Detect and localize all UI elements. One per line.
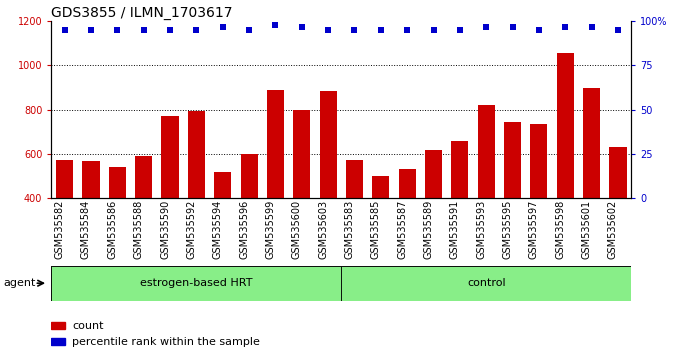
Text: GSM535599: GSM535599 <box>265 200 275 259</box>
Bar <box>161 116 178 287</box>
Text: GSM535595: GSM535595 <box>503 200 512 259</box>
Text: agent: agent <box>3 278 36 288</box>
Text: GSM535592: GSM535592 <box>187 200 196 259</box>
Point <box>322 27 333 33</box>
Text: GSM535601: GSM535601 <box>582 200 591 259</box>
Text: estrogen-based HRT: estrogen-based HRT <box>140 278 252 288</box>
Point <box>507 24 518 29</box>
Text: GSM535583: GSM535583 <box>344 200 355 259</box>
Text: GDS3855 / ILMN_1703617: GDS3855 / ILMN_1703617 <box>51 6 233 20</box>
Point <box>349 27 360 33</box>
Point <box>244 27 255 33</box>
Text: GSM535588: GSM535588 <box>134 200 143 259</box>
Bar <box>504 122 521 287</box>
Point <box>481 24 492 29</box>
Text: GSM535585: GSM535585 <box>371 200 381 259</box>
Bar <box>477 105 495 287</box>
Text: GSM535590: GSM535590 <box>160 200 170 259</box>
Bar <box>51 338 65 345</box>
Point <box>402 27 413 33</box>
Text: GSM535591: GSM535591 <box>450 200 460 259</box>
Bar <box>267 90 284 287</box>
Bar <box>214 172 231 287</box>
Bar <box>556 53 573 287</box>
Text: GSM535584: GSM535584 <box>81 200 91 259</box>
Text: GSM535597: GSM535597 <box>529 200 539 259</box>
Point <box>534 27 545 33</box>
Bar <box>399 170 416 287</box>
Bar <box>609 147 626 287</box>
Bar <box>320 91 337 287</box>
Text: GSM535596: GSM535596 <box>239 200 249 259</box>
Bar <box>51 266 341 301</box>
Bar <box>372 176 390 287</box>
Bar <box>135 156 152 287</box>
Text: control: control <box>467 278 506 288</box>
Text: GSM535603: GSM535603 <box>318 200 328 259</box>
Text: GSM535589: GSM535589 <box>423 200 434 259</box>
Point <box>165 27 176 33</box>
Point <box>296 24 307 29</box>
Bar <box>188 111 205 287</box>
Point <box>138 27 149 33</box>
Bar <box>583 88 600 287</box>
Text: GSM535587: GSM535587 <box>397 200 407 259</box>
Text: GSM535598: GSM535598 <box>555 200 565 259</box>
Point <box>191 27 202 33</box>
Bar <box>530 124 547 287</box>
Point <box>560 24 571 29</box>
Text: GSM535602: GSM535602 <box>608 200 618 259</box>
Bar <box>346 160 363 287</box>
Point <box>586 24 597 29</box>
Bar <box>82 161 99 287</box>
Bar <box>451 141 469 287</box>
Point <box>270 22 281 28</box>
Point <box>428 27 439 33</box>
Bar <box>241 154 258 287</box>
Text: count: count <box>72 321 104 331</box>
Point <box>86 27 97 33</box>
Bar <box>109 167 126 287</box>
Bar <box>51 322 65 329</box>
Bar <box>56 160 73 287</box>
Bar <box>425 149 442 287</box>
Text: GSM535593: GSM535593 <box>476 200 486 259</box>
Point <box>375 27 386 33</box>
Point <box>454 27 465 33</box>
Text: percentile rank within the sample: percentile rank within the sample <box>72 337 260 347</box>
Point <box>59 27 70 33</box>
Bar <box>341 266 631 301</box>
Bar <box>293 110 310 287</box>
Text: GSM535582: GSM535582 <box>55 200 64 259</box>
Point <box>613 27 624 33</box>
Text: GSM535600: GSM535600 <box>292 200 302 259</box>
Point <box>217 24 228 29</box>
Text: GSM535586: GSM535586 <box>107 200 117 259</box>
Point <box>112 27 123 33</box>
Text: GSM535594: GSM535594 <box>213 200 223 259</box>
